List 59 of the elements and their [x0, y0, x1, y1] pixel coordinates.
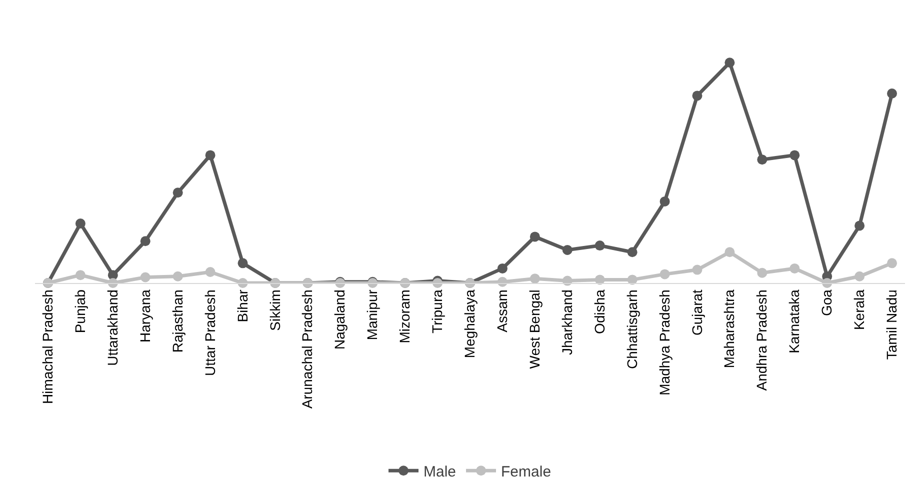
point [887, 258, 898, 268]
x-tick-label: West Bengal [526, 290, 542, 369]
x-tick-label: Punjab [72, 289, 88, 334]
point [724, 58, 735, 68]
point [757, 154, 768, 165]
x-tick-label: Tripura [429, 289, 446, 334]
x-tick-label: Arunachal Pradesh [299, 290, 316, 409]
x-tick-label: Uttar Pradesh [202, 290, 218, 376]
point [594, 240, 605, 251]
point [854, 271, 865, 282]
point [790, 263, 800, 274]
legend-label: Female [501, 463, 552, 480]
point [692, 264, 702, 275]
x-tick-label: Nagaland [332, 290, 348, 350]
point [172, 188, 183, 198]
x-tick-label: Tamil Nadu [884, 290, 900, 360]
point [854, 220, 865, 231]
x-tick-label: Kerala [851, 289, 868, 330]
point [562, 244, 572, 255]
point [627, 247, 638, 258]
point [530, 232, 540, 242]
point [205, 150, 216, 160]
point [757, 268, 768, 278]
point [140, 272, 150, 282]
point [75, 218, 86, 228]
x-tick-label: Madhya Pradesh [656, 290, 672, 396]
x-tick-label: Karnataka [786, 289, 802, 354]
x-tick-label: Jharkhand [558, 290, 575, 355]
legend-label: Male [424, 463, 456, 480]
x-tick-label: Gujarat [688, 290, 705, 336]
x-tick-label: Andhra Pradesh [754, 290, 770, 391]
point [238, 258, 248, 268]
point [594, 274, 605, 285]
point [172, 271, 183, 282]
x-tick-label: Sikkim [266, 290, 283, 331]
point [530, 274, 540, 284]
x-tick-label: Himachal Pradesh [40, 290, 56, 404]
point [497, 263, 508, 274]
point [660, 196, 670, 206]
x-tick-label: Manipur [364, 289, 380, 340]
x-tick-label: Assam [494, 290, 510, 332]
x-tick-label: Rajasthan [169, 290, 186, 353]
x-tick-label: Maharashtra [721, 289, 738, 368]
x-tick-label: Meghalaya [462, 289, 478, 358]
point [692, 90, 702, 101]
point [724, 247, 735, 258]
point [790, 150, 800, 160]
point [75, 270, 86, 280]
x-tick-label: Chhattisgarh [624, 290, 640, 369]
point [205, 266, 216, 277]
x-tick-label: Odisha [591, 289, 608, 334]
x-tick-label: Bihar [234, 289, 250, 322]
x-tick-label: Mizoram [396, 290, 413, 344]
point [887, 88, 898, 98]
point [660, 269, 670, 280]
x-tick-label: Goa [818, 289, 835, 316]
x-tick-label: Uttarakhand [104, 290, 120, 366]
point [140, 236, 150, 246]
x-tick-label: Haryana [136, 289, 153, 343]
